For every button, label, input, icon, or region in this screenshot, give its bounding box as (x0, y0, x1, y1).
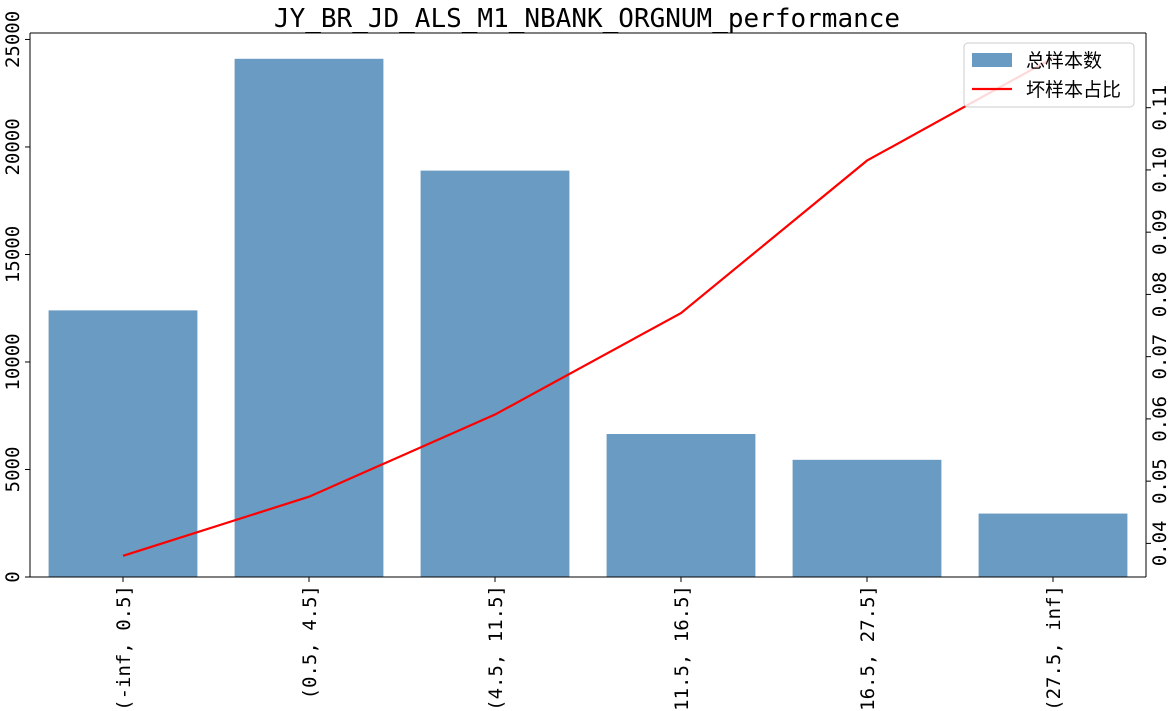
x-tick-label-5: (27.5, inf] (1043, 585, 1065, 711)
y-right-tick-label-0: 0.04 (1149, 521, 1171, 567)
bad-ratio-line (122, 56, 1054, 557)
y-right-tick-label-2: 0.06 (1149, 396, 1171, 442)
chart-title: JY_BR_JD_ALS_M1_NBANK_ORGNUM_performance (274, 4, 900, 34)
bar-3 (606, 434, 756, 577)
y-right-tick-label-5: 0.09 (1149, 209, 1171, 255)
y-left-tick-label-3: 15000 (2, 226, 24, 283)
y-left-tick-label-0: 0 (2, 571, 24, 582)
bar-0 (48, 310, 198, 577)
x-tick-label-2: (4.5, 11.5] (485, 585, 507, 711)
bar-5 (978, 513, 1128, 577)
axes-group: 0 5000 10000 15000 20000 25000 0.04 0.05 0.06 0.0… (2, 11, 1171, 711)
x-tick-label-4: (16.5, 27.5] (857, 585, 879, 711)
bar-4 (792, 459, 942, 577)
y-left-tick-label-5: 25000 (2, 11, 24, 68)
y-right-tick-label-7: 0.11 (1149, 85, 1171, 131)
y-left-tick-label-2: 10000 (2, 333, 24, 390)
bar-1 (234, 58, 384, 578)
y-right-tick-label-1: 0.05 (1149, 458, 1171, 504)
x-tick-label-0: (-inf, 0.5] (113, 585, 135, 711)
legend-label-line: 坏样本占比 (1026, 79, 1121, 101)
x-tick-label-3: (11.5, 16.5] (671, 585, 693, 711)
x-tick-label-1: (0.5, 4.5] (299, 585, 321, 699)
bar-2 (420, 170, 570, 577)
y-right-tick-label-3: 0.07 (1149, 334, 1171, 380)
legend-swatch-bar (972, 53, 1012, 67)
bars-group (48, 58, 1128, 578)
y-right-tick-label-4: 0.08 (1149, 272, 1171, 318)
y-left-tick-label-4: 20000 (2, 118, 24, 175)
y-right-tick-label-6: 0.10 (1149, 147, 1171, 193)
y-left-tick-label-1: 5000 (2, 447, 24, 493)
legend-label-bar: 总样本数 (1026, 50, 1102, 72)
